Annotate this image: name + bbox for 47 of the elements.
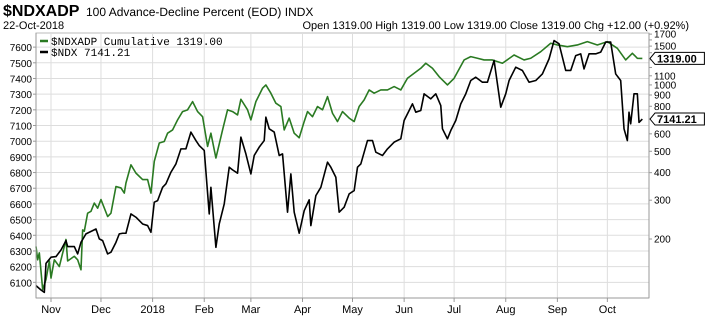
- y-tick-label: 7600: [10, 43, 32, 54]
- y-tick-label: 7000: [10, 137, 32, 148]
- text: 1319.00: [657, 53, 697, 66]
- x-tick-label: May: [342, 304, 364, 316]
- x-tick-label: Apr: [294, 304, 312, 316]
- y-tick-label: 7100: [10, 122, 32, 133]
- y-tick-label: 6700: [10, 184, 32, 196]
- x-tick-label: Jun: [395, 304, 414, 316]
- y-tick-label: 7400: [10, 74, 32, 86]
- y-tick-label: 6900: [10, 152, 32, 164]
- y2-tick-label: 1100: [654, 71, 676, 82]
- y-tick-label: 6200: [10, 262, 32, 274]
- y2-tick-label: 400: [654, 168, 672, 180]
- y2-tick-label: 1500: [654, 42, 677, 53]
- y-tick-label: 7300: [10, 90, 32, 102]
- y-tick-label: 6100: [10, 278, 32, 290]
- x-tick-label: Aug: [496, 304, 516, 316]
- text: Open 1319.00 High 1319.00 Low 1319.00 Close 1319.00 Chg +12.00 (+0.92%): [302, 20, 689, 32]
- x-tick-label: 2018: [140, 304, 165, 316]
- y2-tick-label: 300: [654, 196, 672, 207]
- y2-tick-label: 200: [654, 234, 672, 246]
- x-tick-label: Oct: [598, 304, 616, 316]
- y-tick-label: 6600: [10, 200, 32, 211]
- y-tick-label: 6500: [10, 216, 32, 227]
- y-tick-label: 6400: [10, 231, 32, 242]
- y2-tick-label: 1000: [654, 80, 677, 92]
- y2-tick-label: 500: [654, 146, 672, 158]
- y2-tick-label: 900: [654, 90, 672, 102]
- y-tick-label: 6300: [10, 246, 32, 258]
- x-tick-label: Feb: [194, 304, 214, 316]
- legend-label: $NDXADP Cumulative 1319.00: [51, 37, 223, 49]
- y2-tick-label: 1700: [654, 30, 677, 41]
- x-tick-label: Mar: [241, 304, 261, 316]
- text: 7141.21: [657, 114, 697, 126]
- chart-subtitle: 100 Advance-Decline Percent (EOD) INDX: [86, 5, 314, 19]
- x-tick-label: Jul: [447, 304, 462, 316]
- legend-label: $NDX 7141.21: [51, 48, 131, 60]
- chart-title: $NDXADP: [3, 3, 80, 20]
- y2-tick-label: 600: [654, 129, 672, 140]
- x-tick-label: Nov: [41, 304, 62, 316]
- x-tick-label: Dec: [91, 304, 112, 316]
- y-tick-label: 7500: [10, 58, 32, 70]
- y-tick-label: 6800: [10, 168, 32, 180]
- x-tick-label: Sep: [548, 304, 568, 316]
- y2-tick-label: 800: [654, 102, 672, 113]
- text: 22-Oct-2018: [3, 20, 64, 32]
- y-tick-label: 7200: [10, 106, 32, 117]
